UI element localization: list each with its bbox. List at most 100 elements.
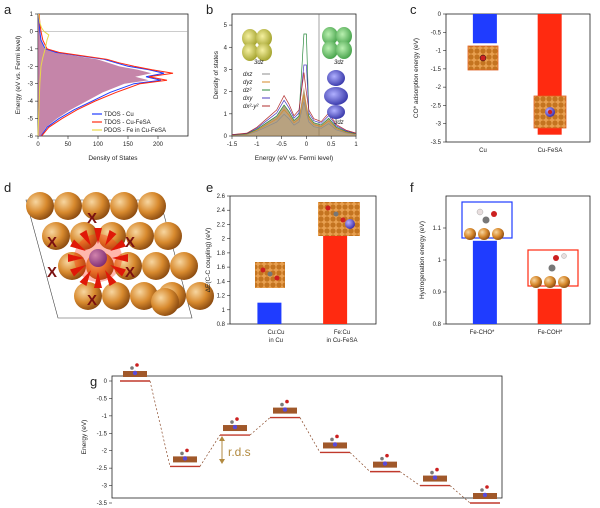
connector [349,452,371,472]
panel-g-frame [111,375,503,499]
panel-f-cat2: Fe-COH* [538,330,563,336]
orbital-curve [231,101,357,136]
tick-label: -2 [436,85,442,91]
tick-label: -0.5 [431,30,442,36]
tick-label: -3 [102,484,108,490]
panel-e-cat2a: Fe:Cu [334,330,350,336]
panel-label-d: d [4,180,11,195]
orbital-label: 3dz [334,60,344,66]
tick-label: -0.5 [97,396,108,402]
tick-label: 0 [224,134,228,140]
tick-label: -2.5 [97,466,108,472]
panel-e-bars [257,232,348,324]
tick-label: 1.8 [217,251,226,257]
c-thumb [280,402,284,407]
tick-label: -5 [28,117,34,123]
cucu-slab [255,262,285,288]
x-mark: X [125,234,135,251]
panel-e-ticks: 0.8 1 1.2 1.4 1.6 1.8 2 2.2 2.4 2.6 [217,194,230,328]
panel-b-xlabel: Energy (eV vs. Fermi level) [255,155,333,162]
panel-c-ylabel: CO* adsorption energy (eV) [413,38,420,118]
panel-label-a: a [4,2,12,17]
cu-atom [154,222,182,250]
tick-label: -0.5 [276,142,287,148]
tick-label: -6 [28,134,34,140]
panel-a-series [37,13,174,137]
strain-arrow [94,272,102,288]
panel-label-e: e [206,180,213,195]
tick-label: -1 [28,47,34,53]
o-thumb [435,467,439,472]
panel-e-cat2b: in Cu-FeSA [326,338,357,344]
orbital-curve [231,33,357,136]
x-mark: X [47,264,57,281]
tick-label: 0 [438,12,442,18]
panel-a-legend: TDOS - Cu TDOS - Cu-FeSA PDOS - Fe in Cu… [92,112,166,134]
panel-g: 0 -0.5 -1 -1.5 -2 -2.5 -3 -3.5 r.d.s Energy (eV… [81,363,503,507]
panel-a-xlabel: Density of States [88,155,138,162]
tick-label: 50 [65,142,72,148]
strain-halo [74,234,122,282]
panel-c-ticks: 0 -0.5 -1 -1.5 -2 -2.5 -3 -3.5 [431,12,446,146]
fe-thumb [182,456,188,461]
cu-atom [82,192,110,220]
tick-label: -3.5 [431,140,442,146]
fe-thumb [132,370,138,376]
tick-label: -1 [254,142,260,148]
connector [249,417,271,436]
tick-label: 2 [224,90,228,96]
cu-co-slab [467,45,499,71]
tick-label: -4 [28,99,34,105]
bar [472,240,497,324]
legend-entry: dz² [243,88,252,94]
tick-label: 0.5 [327,142,336,148]
strain-arrow [70,239,86,251]
cu-atom [26,192,54,220]
panel-g-ticks: 0 -0.5 -1 -1.5 -2 -2.5 -3 -3.5 [97,379,112,507]
strain-arrow [70,265,86,277]
panel-f-ticks: 0.8 0.9 1 1.1 [433,226,446,328]
tick-label: 1 [222,308,226,314]
fesa-co-slab [533,95,567,129]
panel-f-bars [472,240,562,324]
bar [257,302,282,324]
orbital-green: 3dz [322,27,352,66]
c-thumb [480,488,484,492]
legend-entry: dx²-y² [243,104,259,110]
tick-label: 0.8 [217,322,226,328]
tick-label: 0.9 [433,290,442,296]
strain-arrow [112,254,128,262]
panel-c-frame [445,13,591,143]
cu-atom [138,192,166,220]
legend-entry: dxy [243,96,253,102]
cu-atom [142,252,170,280]
tick-label: 200 [153,142,164,148]
coh-inset [527,249,579,288]
tick-label: 0 [104,379,108,385]
panel-c-cat2: Cu-FeSA [538,148,563,154]
legend-entry: TDOS - Cu-FeSA [104,120,151,126]
panel-a: 0 50 100 150 200 1 0 -1 -2 -3 -4 -5 -6 Energy (eV vs… [15,12,189,162]
tick-label: 4 [224,45,228,51]
orbital-curve [231,94,357,136]
tick-label: -1 [436,49,442,55]
tick-label: 0 [36,142,40,148]
strain-arrows [68,228,128,288]
legend-entry: dxz [243,72,252,78]
orbital-label: 3dz [334,120,344,126]
tick-label: 0 [305,142,309,148]
panel-e-cat1b: in Cu [269,338,283,344]
fe-thumb [482,492,488,498]
tick-label: 0.8 [433,322,442,328]
panel-g-ylabel: Energy (eV) [81,420,88,455]
tick-label: -3 [28,82,34,88]
tick-label: 1 [354,142,358,148]
connector [149,380,171,467]
bar [323,232,348,324]
panel-label-g: g [90,374,97,389]
cu-atom [186,282,214,310]
series-line [37,13,50,137]
panel-e-frame [229,195,377,325]
strain-arrow [68,254,84,262]
